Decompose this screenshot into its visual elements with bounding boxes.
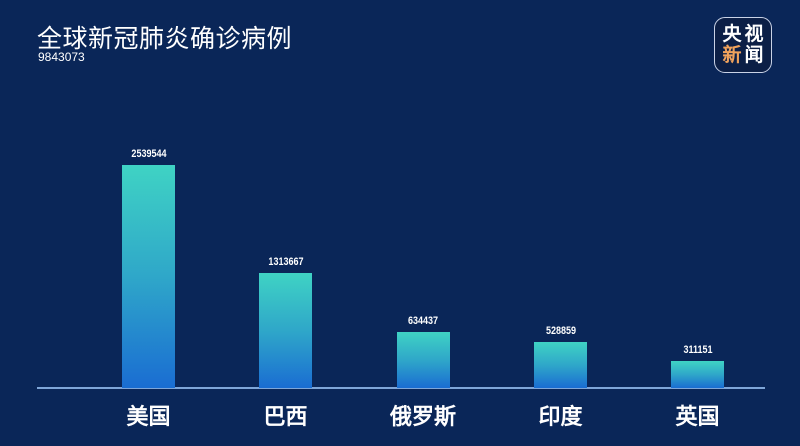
bar-2 [396, 332, 450, 388]
bar-value-label: 1313667 [267, 256, 304, 268]
category-label: 英国 [675, 404, 720, 430]
bar-value-label: 2539544 [130, 148, 167, 160]
cctv-news-logo: 央 视 新 闻 [714, 17, 772, 73]
x-axis-line [37, 387, 765, 389]
chart-title: 全球新冠肺炎确诊病例 [37, 24, 293, 53]
bar-1 [259, 273, 312, 388]
logo-char: 视 [744, 23, 764, 45]
logo-char: 新 [722, 44, 742, 66]
bar-0 [122, 165, 175, 388]
bar-value-label: 311151 [682, 344, 713, 356]
logo-char: 闻 [744, 44, 764, 66]
category-label: 印度 [538, 404, 583, 430]
category-label: 巴西 [263, 404, 308, 430]
category-label: 俄罗斯 [389, 404, 456, 430]
category-label: 美国 [126, 404, 171, 430]
bar-value-label: 634437 [407, 315, 439, 327]
bar-4 [671, 361, 724, 388]
bar-value-label: 528859 [545, 325, 576, 337]
global-total: 9843073 [38, 50, 85, 64]
bar-3 [534, 342, 587, 388]
logo-char: 央 [722, 23, 742, 45]
